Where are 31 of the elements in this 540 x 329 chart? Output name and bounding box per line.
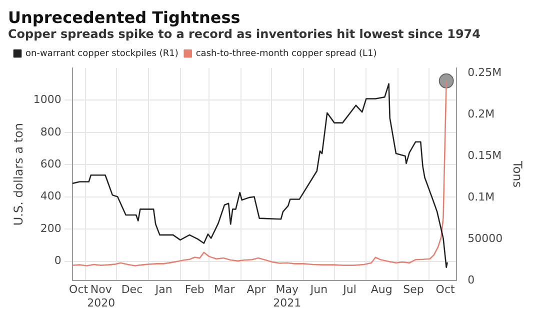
y-tick-label: 400 — [40, 190, 62, 203]
x-tick-label: Feb — [184, 283, 204, 296]
y-tick-label: 800 — [40, 125, 62, 138]
x-tick-label: Aug — [370, 283, 392, 296]
chart-subtitle: Copper spreads spike to a record as inventories hit lowest since 1974 — [8, 27, 482, 41]
y2-tick-label: 0.1M — [468, 190, 495, 204]
y-tick-label: 200 — [40, 222, 62, 235]
y2-tick-label: 0.2M — [468, 107, 495, 120]
y2-tick-label: 0.25M — [468, 66, 502, 79]
x-tick-label: May 2021 — [273, 283, 302, 310]
x-tick-label: Mar — [214, 283, 236, 296]
y-axis-title: U.S. dollars a ton — [11, 122, 26, 226]
x-tick-label: Jan — [154, 283, 172, 296]
x-tick-label: Sep — [403, 283, 424, 296]
legend-label: cash-to-three-month copper spread (L1) — [196, 48, 377, 59]
x-tick-label: Dec — [121, 283, 143, 296]
x-tick-label: Apr — [246, 283, 266, 296]
chart-title: Unprecedented Tightness — [8, 8, 242, 27]
y-tick-label: 1000 — [33, 93, 62, 106]
x-tick-label: Oct — [69, 283, 89, 296]
legend-label: on-warrant copper stockpiles (R1) — [26, 48, 178, 59]
x-tick-label: Jun — [309, 283, 328, 296]
y2-tick-label: 0 — [468, 273, 475, 286]
y2-tick-label: 50000 — [468, 232, 503, 245]
x-tick-label: Jul — [342, 283, 356, 296]
x-tick-label: Nov 2020 — [87, 283, 116, 310]
x-tick-label: Oct — [436, 283, 456, 296]
y2-tick-label: 0.15M — [468, 148, 502, 162]
y-tick-label: 600 — [40, 157, 62, 170]
y2-axis-title: Tons — [510, 160, 525, 188]
y-tick-label: 0 — [54, 254, 62, 268]
